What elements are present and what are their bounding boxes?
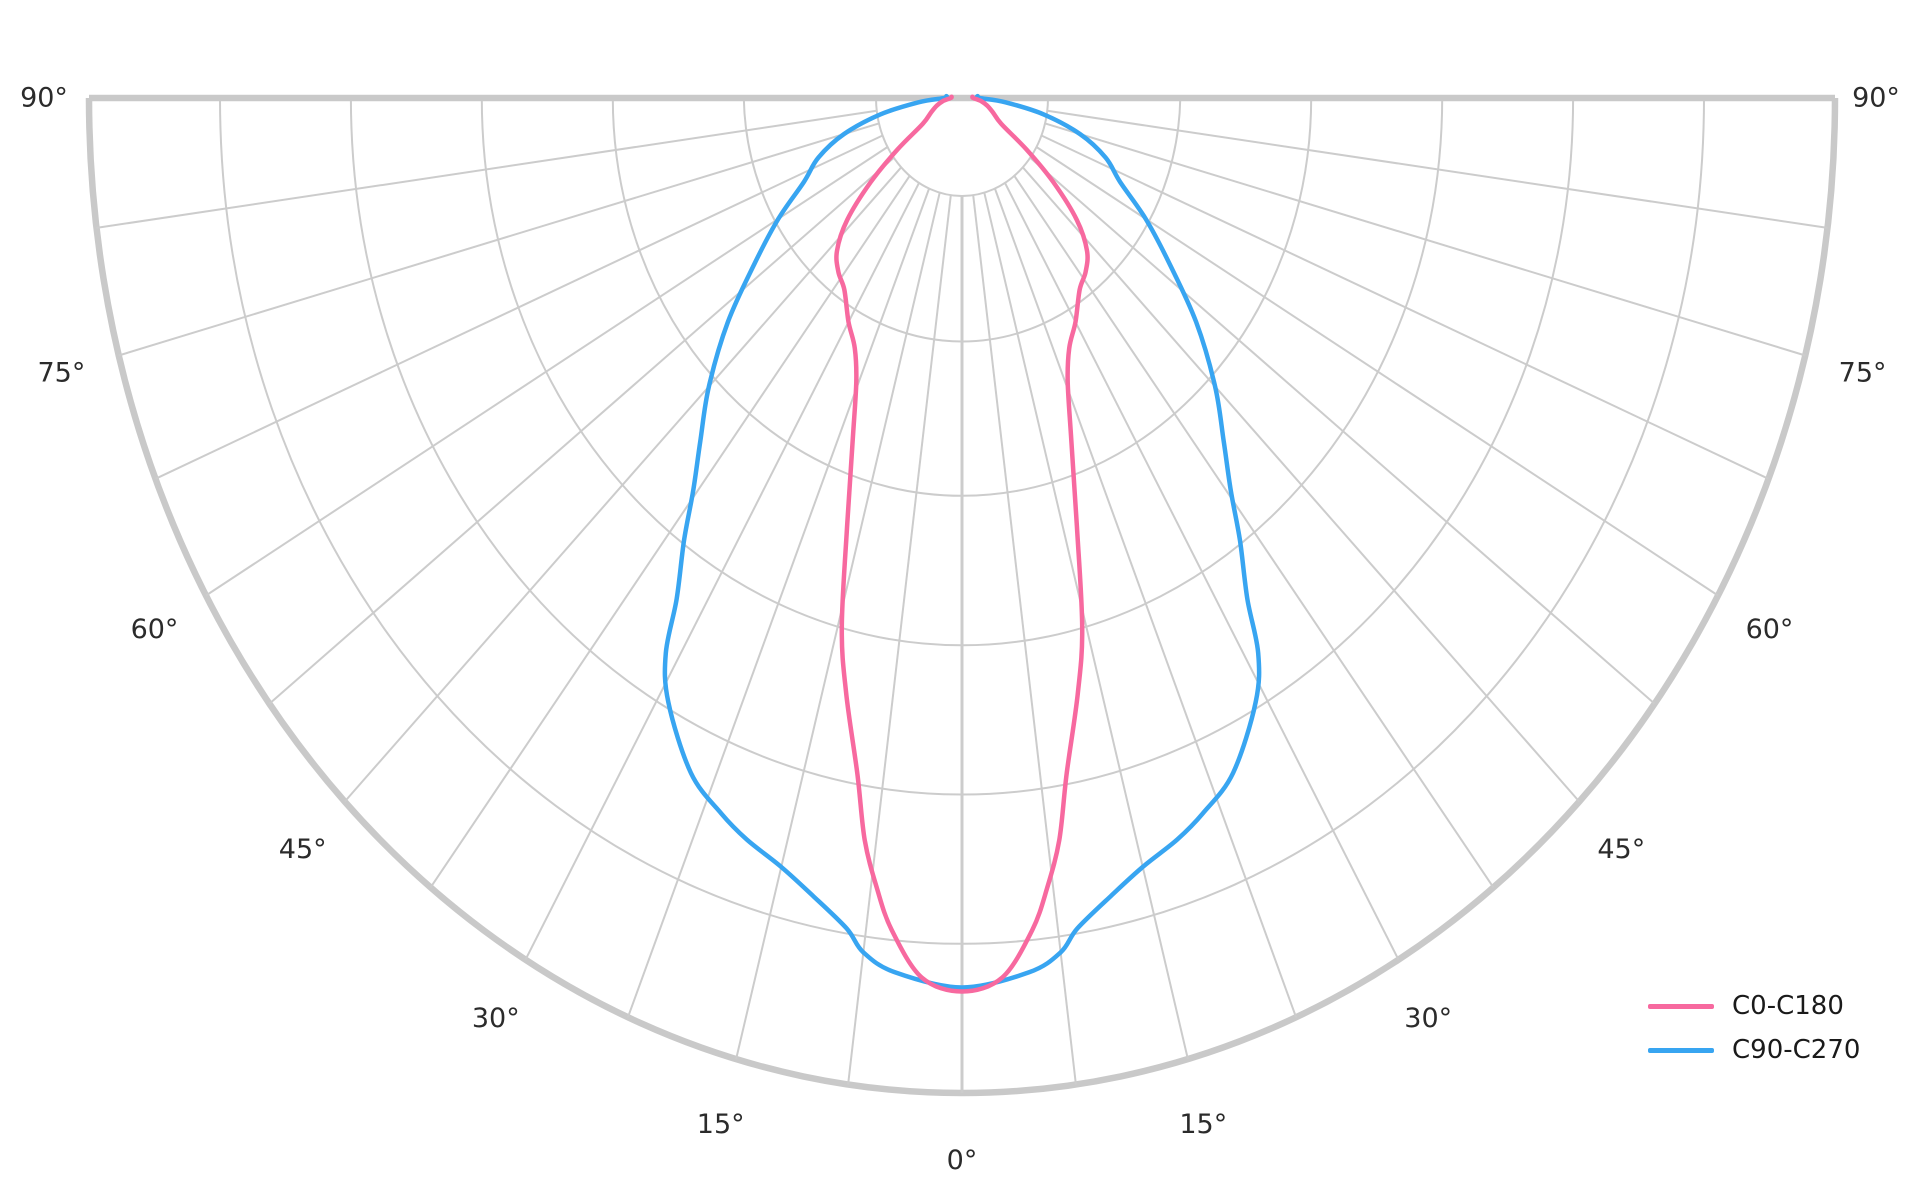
angle-grid-ray	[972, 195, 1077, 1085]
angle-grid-ray	[1035, 146, 1719, 597]
angle-label-0: 0°	[947, 1145, 978, 1176]
legend-line-c90-c270	[1648, 1047, 1714, 1053]
polar-grid	[85, 94, 1839, 1097]
angle-grid-ray	[626, 188, 931, 1018]
angle-label-75-right: 75°	[1839, 358, 1887, 389]
angle-grid-ray	[1044, 122, 1806, 357]
legend-label-c90-c270: C90-C270	[1732, 1035, 1861, 1065]
intensity-curves	[662, 93, 1262, 994]
angle-grid-ray	[1047, 109, 1828, 229]
angle-tick-labels: 0° 15° 15° 30° 30° 45° 45° 60° 60° 75° 75° 90° 90°	[20, 83, 1900, 1177]
angle-label-15-right: 15°	[1179, 1109, 1227, 1140]
angle-grid-ray	[1004, 182, 1400, 961]
angle-grid-ray	[118, 122, 880, 357]
curve-c90-c270	[662, 93, 1262, 990]
angle-grid-ray	[429, 175, 911, 888]
angle-grid-ray	[343, 166, 902, 803]
angle-label-90-right: 90°	[1852, 83, 1900, 114]
angle-grid-ray	[155, 134, 884, 480]
angle-label-30-right: 30°	[1404, 1003, 1452, 1034]
angle-grid-ray	[1022, 166, 1581, 803]
angle-label-75-left: 75°	[37, 358, 85, 389]
legend-item-c90-c270: C90-C270	[1648, 1028, 1860, 1072]
angle-label-60-left: 60°	[131, 614, 179, 645]
angle-grid-ray	[205, 146, 889, 597]
legend-label-c0-c180: C0-C180	[1732, 991, 1844, 1021]
legend: C0-C180 C90-C270	[1648, 984, 1860, 1072]
angle-label-30-left: 30°	[472, 1003, 520, 1034]
legend-item-c0-c180: C0-C180	[1648, 984, 1860, 1028]
angle-label-45-right: 45°	[1597, 834, 1645, 865]
angle-grid-ray	[1013, 175, 1495, 888]
angle-grid-ray	[1029, 156, 1656, 705]
angle-grid-ray	[735, 192, 941, 1060]
angle-label-45-left: 45°	[279, 834, 327, 865]
angle-grid-ray	[993, 188, 1298, 1018]
angle-label-90-left: 90°	[20, 83, 68, 114]
angle-grid-ray	[268, 156, 895, 705]
angle-grid-ray	[524, 182, 920, 961]
angle-grid-ray	[847, 195, 952, 1085]
angle-label-60-right: 60°	[1746, 614, 1794, 645]
angle-grid-ray	[983, 192, 1189, 1060]
curve-c0-c180	[834, 94, 1090, 994]
angle-grid-ray	[96, 109, 877, 229]
angle-label-15-left: 15°	[697, 1109, 745, 1140]
angle-grid-ray	[1040, 134, 1769, 480]
legend-line-c0-c180	[1648, 1003, 1714, 1009]
